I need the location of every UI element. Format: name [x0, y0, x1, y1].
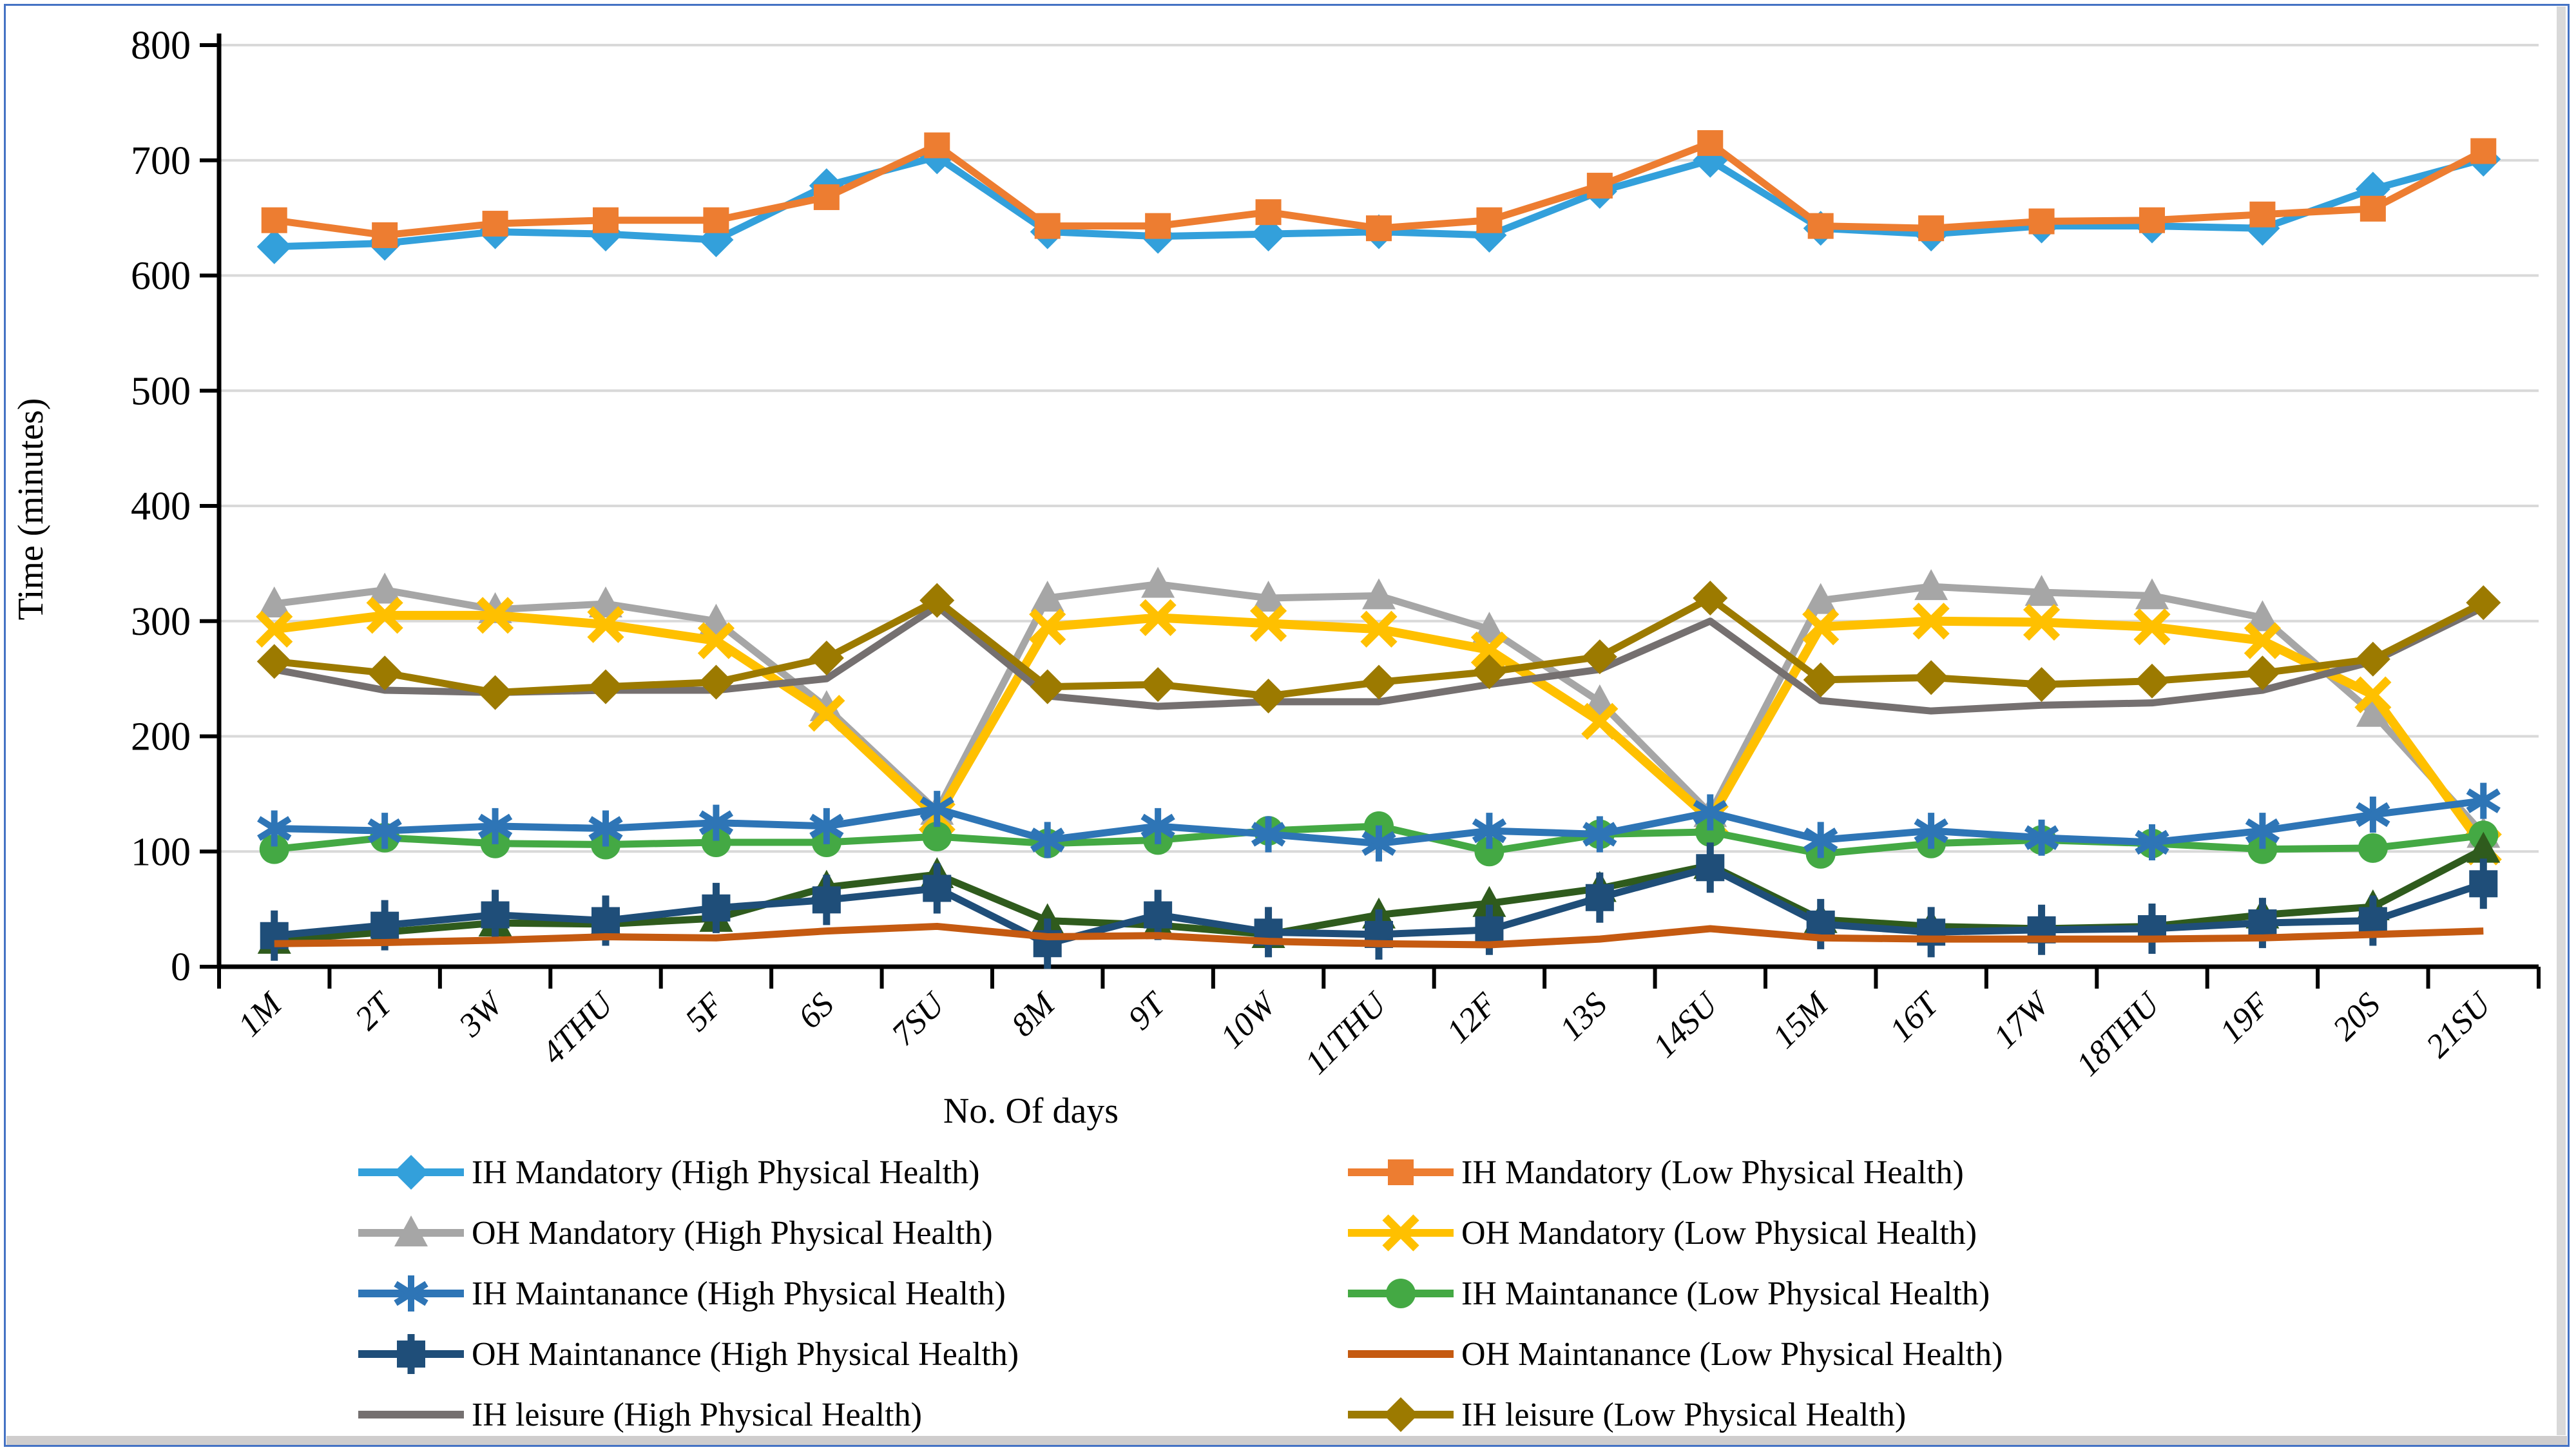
x-tick-label-13S: 13S [1553, 986, 1614, 1047]
plot-area: 0 100 200 300 400 500 600 700 800 1M 2T 3W 4THU 5F 6S 7… [131, 24, 2541, 1083]
x-tick-label-11THU: 11THU [1298, 985, 1395, 1081]
y-tick-label-0: 0 [171, 945, 191, 989]
x-tick-label-3W: 3W [452, 984, 512, 1044]
y-tick-label-300: 300 [131, 600, 191, 644]
x-tick-label-18THU: 18THU [2070, 985, 2168, 1083]
series-ih-leisure-high-physical-health [273, 603, 2485, 715]
x-tick-label-1M: 1M [231, 985, 290, 1043]
series-ih-mandatory-high-physical-health [256, 139, 2501, 264]
x-tick-label-10W: 10W [1213, 984, 1285, 1056]
series-ih-leisure-low-physical-health [256, 581, 2501, 713]
x-tick-label-6S: 6S [791, 986, 841, 1036]
series-oh-maintanance-low-physical-health [274, 922, 2484, 949]
y-tick-label-100: 100 [131, 830, 191, 874]
x-tick-label-21SU: 21SU [2419, 985, 2499, 1065]
series-oh-mandatory-low-physical-health [256, 597, 2502, 866]
y-tick-label-700: 700 [131, 139, 191, 183]
x-tick-label-4THU: 4THU [535, 985, 622, 1072]
x-tick-label-7SU: 7SU [885, 985, 953, 1053]
x-tick-label-9T: 9T [1121, 985, 1173, 1037]
x-axis-title: No. Of days [943, 1091, 1119, 1131]
y-tick-label-400: 400 [131, 485, 191, 528]
x-tick-label-5F: 5F [678, 985, 731, 1038]
y-tick-label-800: 800 [131, 24, 191, 68]
x-tick-label-16T: 16T [1883, 985, 1947, 1049]
x-tick-label-15M: 15M [1765, 985, 1836, 1056]
x-tick-label-14SU: 14SU [1646, 985, 1726, 1065]
x-tick-label-19F: 19F [2213, 985, 2277, 1050]
figure-right-band [2557, 6, 2566, 1435]
y-axis-title: Time (minutes) [11, 398, 51, 621]
series-ih-maintanance-high-physical-health [257, 782, 2501, 862]
x-tick-label-2T: 2T [348, 985, 400, 1037]
series-ih-mandatory-low-physical-health [261, 130, 2497, 248]
x-tick-label-12F: 12F [1439, 985, 1504, 1050]
y-tick-label-500: 500 [131, 369, 191, 413]
x-tick-label-8M: 8M [1004, 985, 1063, 1043]
figure-bottom-band [6, 1436, 2567, 1446]
x-tick-label-20S: 20S [2326, 986, 2387, 1047]
y-tick-label-600: 600 [131, 255, 191, 298]
x-tick-label-17W: 17W [1986, 984, 2058, 1056]
y-tick-label-200: 200 [131, 715, 191, 759]
